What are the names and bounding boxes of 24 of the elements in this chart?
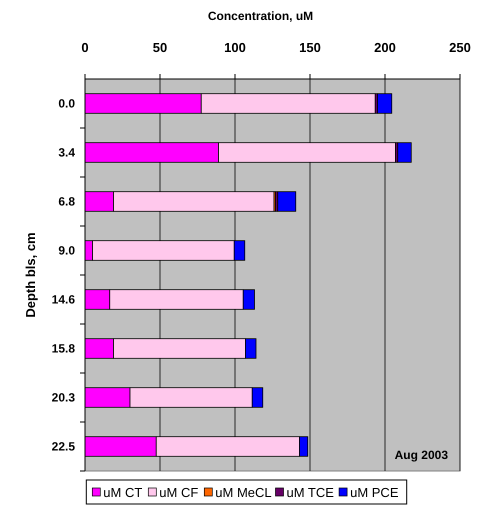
y-axis-title: Depth bls, cm <box>23 232 38 318</box>
x-tick-label: 0 <box>81 40 89 55</box>
y-tick-label: 9.0 <box>58 244 76 258</box>
annotation: Aug 2003 <box>394 448 448 462</box>
y-tick-label: 22.5 <box>52 440 76 454</box>
legend-label: uM MeCL <box>215 485 272 500</box>
x-tick-label: 150 <box>299 40 321 55</box>
x-tick-label: 200 <box>374 40 396 55</box>
x-axis-title: Concentration, uM <box>208 9 314 23</box>
x-tick-label: 100 <box>224 40 246 55</box>
y-tick-label: 15.8 <box>52 342 76 356</box>
bar <box>397 142 412 163</box>
y-tick-label: 3.4 <box>58 146 76 160</box>
y-tick-label: 0.0 <box>58 96 76 110</box>
legend-label: uM PCE <box>350 485 399 500</box>
y-tick-label: 14.6 <box>52 292 76 306</box>
x-tick-label: 250 <box>449 40 471 55</box>
legend-label: uM TCE <box>286 485 334 500</box>
legend-label: uM CF <box>159 485 198 500</box>
x-tick-label: 50 <box>152 40 168 55</box>
legend-label: uM CT <box>103 485 142 500</box>
y-tick-label: 6.8 <box>58 194 76 208</box>
bar <box>277 191 296 212</box>
y-tick-label: 20.3 <box>52 390 76 404</box>
